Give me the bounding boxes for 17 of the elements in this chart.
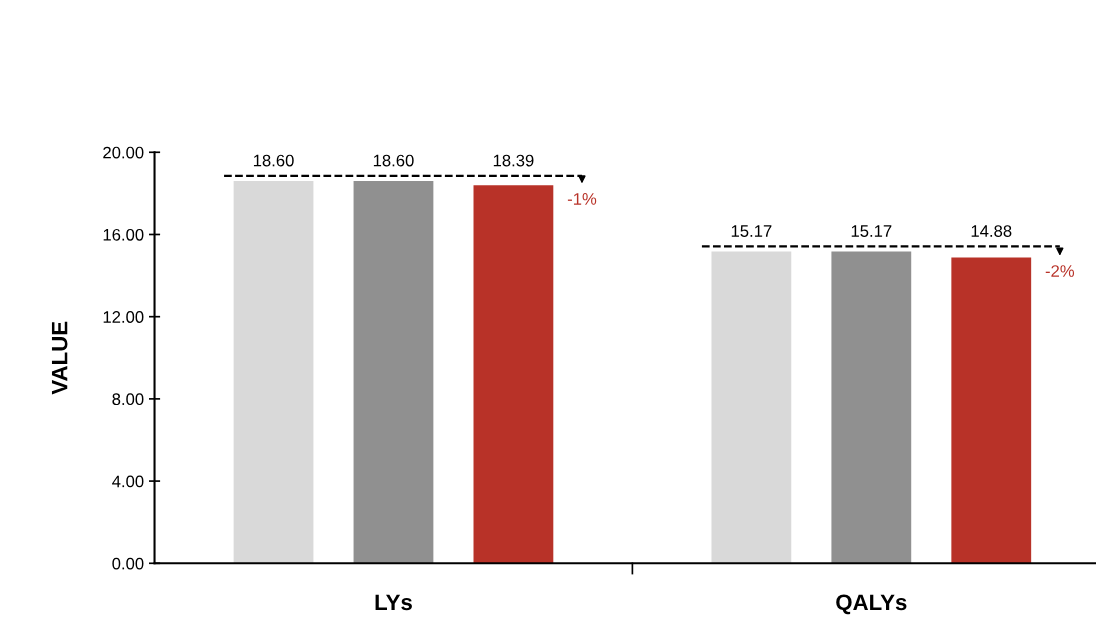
data-label: 15.17: [731, 225, 772, 237]
data-label: 15.17: [851, 225, 892, 237]
data-label: 18.60: [373, 154, 414, 167]
y-tick-label: 12.00: [103, 311, 144, 323]
y-tick-label: 8.00: [112, 393, 144, 406]
y-axis-title: VALUE: [51, 321, 68, 395]
annotation: -2%: [1045, 265, 1075, 277]
data-label: 18.60: [253, 154, 294, 167]
x-tick-label: QALYs: [836, 594, 907, 615]
y-tick-label: 0.00: [112, 557, 144, 570]
y-tick-label: 4.00: [112, 475, 144, 488]
y-tick-label: 20.00: [103, 146, 144, 159]
x-tick-label: LYs: [375, 594, 412, 611]
y-tick-label: 16.00: [103, 228, 144, 241]
annotation: -1%: [567, 193, 597, 205]
data-label: 18.39: [493, 154, 534, 167]
data-label: 14.88: [971, 225, 1012, 237]
